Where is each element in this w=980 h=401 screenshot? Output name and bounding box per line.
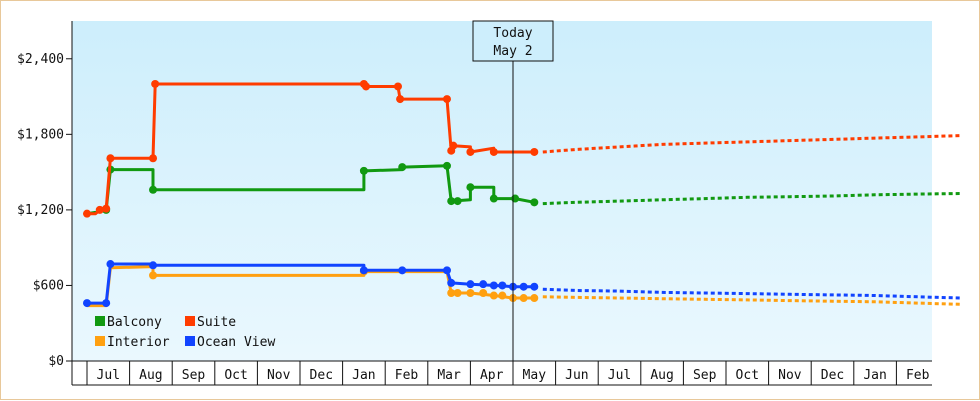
legend-label: Ocean View [197, 335, 275, 350]
x-tick-label: Dec [310, 368, 333, 383]
forecast-line [542, 295, 961, 306]
x-tick-label: Oct [736, 368, 759, 383]
x-tick-label: Jun [565, 368, 588, 383]
data-point [530, 198, 539, 207]
data-point [530, 282, 539, 291]
y-tick-label: $0 [48, 354, 64, 369]
data-point [519, 294, 528, 303]
data-point [466, 289, 475, 297]
series-layer [83, 79, 961, 308]
legend-swatch [95, 316, 105, 326]
x-tick-label: Oct [224, 368, 247, 383]
data-point [449, 141, 458, 150]
data-point [149, 261, 158, 270]
x-tick-label: Feb [395, 368, 419, 383]
data-point [151, 79, 160, 88]
data-point [83, 299, 91, 308]
x-tick-label: Aug [139, 368, 162, 383]
data-point [359, 166, 368, 175]
data-point [149, 154, 158, 163]
data-point [489, 291, 498, 300]
data-point [398, 266, 407, 275]
legend-label: Interior [107, 335, 170, 350]
x-tick-label: Aug [650, 368, 673, 383]
data-point [479, 280, 488, 289]
x-tick-label: Nov [267, 368, 291, 383]
x-tick-label: Jan [863, 368, 886, 383]
data-point [453, 289, 462, 297]
legend-swatch [95, 336, 105, 346]
x-tick-label: Mar [437, 368, 461, 383]
data-point [447, 289, 456, 297]
legend-swatch [185, 336, 195, 346]
legend: Balcony Suite Interior Ocean View [95, 315, 275, 350]
data-point [102, 299, 111, 308]
data-point [530, 294, 539, 303]
x-tick-label: Sep [693, 368, 717, 383]
data-point [362, 82, 371, 91]
data-point [453, 197, 462, 206]
legend-item-balcony: Balcony [95, 315, 162, 330]
data-point [489, 281, 498, 290]
forecast-line [542, 192, 961, 206]
x-tick-label: Jan [352, 368, 375, 383]
data-point [519, 282, 528, 291]
x-tick-label: Feb [906, 368, 930, 383]
legend-item-ocean-view: Ocean View [185, 335, 275, 350]
data-point [149, 185, 158, 194]
x-tick-label: Nov [778, 368, 802, 383]
data-point [102, 204, 111, 213]
series-ocean-view [83, 260, 961, 308]
data-point [106, 260, 115, 269]
data-point [396, 95, 405, 104]
series-suite [83, 79, 961, 218]
y-tick-label: $600 [33, 278, 64, 293]
data-point [511, 194, 520, 203]
today-label: Today [493, 26, 532, 41]
data-point [479, 289, 488, 297]
data-point [442, 161, 451, 170]
legend-label: Balcony [107, 315, 162, 330]
x-tick-label: Sep [182, 368, 206, 383]
x-tick-label: Jul [97, 368, 120, 383]
data-point [149, 271, 158, 280]
data-point [498, 281, 507, 290]
axes: $0 $600 $1,200 $1,800 $2,400 Jul Aug Sep Oct Nov D… [17, 21, 932, 386]
legend-item-suite: Suite [185, 315, 236, 330]
data-point [447, 278, 456, 287]
data-point [442, 95, 451, 104]
data-point [359, 266, 368, 275]
data-point [489, 194, 498, 203]
data-point [466, 280, 475, 289]
data-point [530, 147, 539, 156]
legend-swatch [185, 316, 195, 326]
today-marker: Today May 2 [472, 20, 554, 361]
x-tick-label: May [523, 368, 547, 383]
today-box [472, 20, 554, 62]
data-point [83, 209, 91, 218]
x-tick-label: Jul [608, 368, 631, 383]
y-tick-label: $1,200 [17, 203, 64, 218]
data-point [466, 147, 475, 156]
forecast-line [542, 287, 961, 300]
legend-item-interior: Interior [95, 335, 170, 350]
x-tick-label: Dec [821, 368, 844, 383]
data-point [442, 266, 451, 275]
data-point [95, 205, 104, 214]
data-point [447, 197, 456, 206]
data-point [393, 82, 402, 91]
data-point [489, 147, 498, 156]
today-date: May 2 [493, 44, 532, 59]
data-point [106, 154, 115, 163]
legend-label: Suite [197, 315, 236, 330]
y-tick-label: $2,400 [17, 52, 64, 67]
data-point [498, 291, 507, 300]
data-point [398, 163, 407, 172]
forecast-line [542, 134, 961, 154]
y-tick-label: $1,800 [17, 127, 64, 142]
data-point [466, 183, 475, 192]
x-tick-label: Apr [480, 368, 504, 383]
